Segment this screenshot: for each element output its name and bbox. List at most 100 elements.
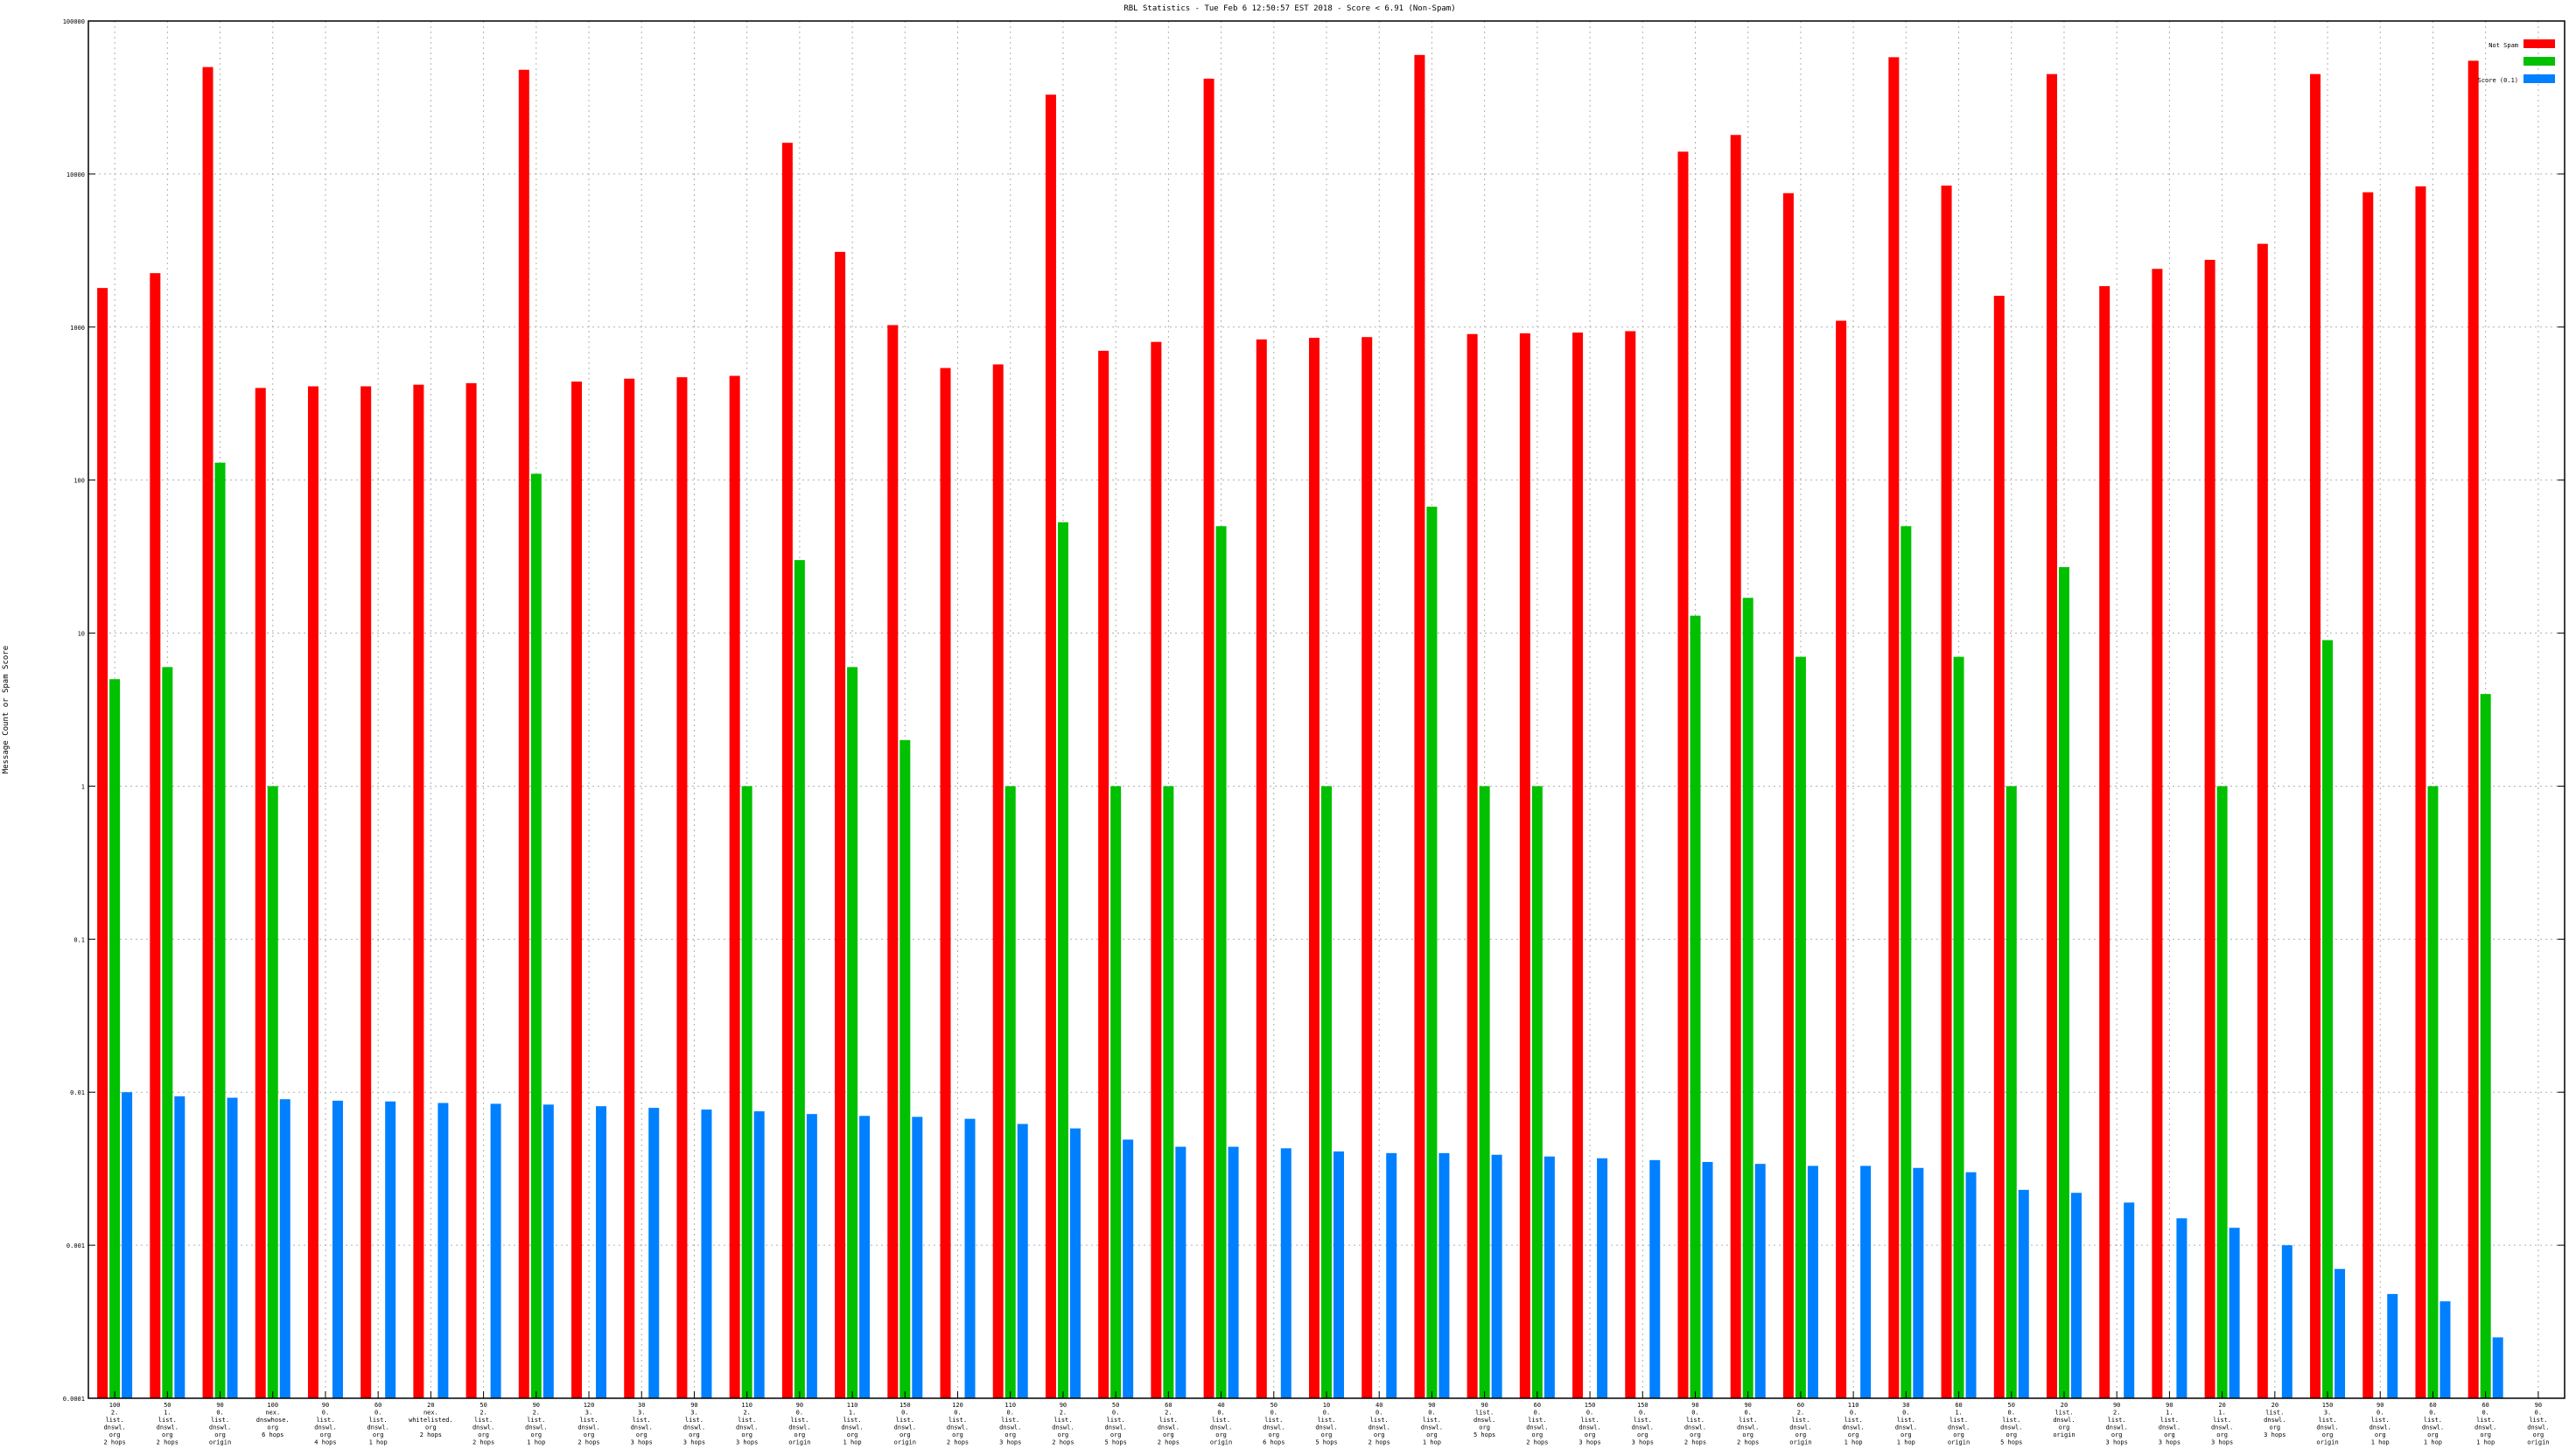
- x-tick-label: list.: [2476, 1417, 2495, 1424]
- bar-series-1: [1953, 656, 1964, 1398]
- bar-not-spam: [781, 143, 793, 1399]
- bar-not-spam: [992, 364, 1004, 1399]
- x-tick-label: 60: [1797, 1402, 1804, 1409]
- x-tick-label: dnswl.: [947, 1424, 969, 1432]
- bar-not-spam: [360, 386, 372, 1399]
- x-tick-label: org: [2216, 1432, 2228, 1438]
- x-tick-label: dnswl.: [631, 1424, 653, 1432]
- x-tick-label: list.: [211, 1417, 229, 1424]
- x-tick-label: origin: [894, 1439, 916, 1446]
- bar-not-spam: [1677, 151, 1689, 1398]
- x-tick-label: list.: [948, 1417, 967, 1424]
- x-tick-label: 90: [2376, 1402, 2384, 1409]
- bar-score-0-1: [753, 1111, 765, 1398]
- bar-not-spam: [2099, 286, 2110, 1399]
- bar-not-spam: [2468, 60, 2479, 1398]
- x-tick-label: org: [478, 1432, 489, 1438]
- x-tick-label: org: [1796, 1432, 1807, 1438]
- x-tick-label: list.: [1686, 1417, 1704, 1424]
- bar-score-0-1: [701, 1110, 712, 1398]
- bar-series-1: [1057, 522, 1068, 1398]
- x-tick-label: 2 hops: [472, 1439, 494, 1446]
- x-tick-label: 60: [374, 1402, 382, 1409]
- x-tick-label: list.: [790, 1417, 808, 1424]
- x-tick-label: dnswl.: [841, 1424, 863, 1432]
- x-tick-label: org: [1532, 1432, 1544, 1438]
- legend-swatch: [2524, 74, 2555, 83]
- bar-score-0-1: [2176, 1218, 2188, 1398]
- bar-not-spam: [1782, 192, 1794, 1399]
- x-tick-label: 5 hops: [1315, 1439, 1337, 1446]
- bar-series-1: [2427, 786, 2439, 1398]
- x-tick-label: 90: [690, 1402, 697, 1409]
- y-tick-label: 10000: [66, 172, 85, 178]
- x-tick-label: 2.: [743, 1410, 750, 1417]
- x-tick-label: 1 hop: [2424, 1439, 2442, 1446]
- x-tick-label: list.: [1264, 1417, 1283, 1424]
- x-tick-label: list.: [2213, 1417, 2231, 1424]
- x-tick-label: 1 hop: [844, 1439, 862, 1446]
- x-tick-label: 60: [2482, 1402, 2488, 1409]
- x-tick-label: 90: [1744, 1402, 1751, 1409]
- x-tick-label: 60: [2429, 1402, 2436, 1409]
- y-tick-label: 10: [78, 631, 85, 638]
- x-tick-label: org: [214, 1432, 226, 1438]
- x-tick-label: 0.: [2376, 1410, 2384, 1417]
- x-tick-label: org: [530, 1432, 542, 1438]
- bar-series-1: [530, 473, 542, 1399]
- bar-score-0-1: [2229, 1228, 2240, 1398]
- bar-score-0-1: [1649, 1159, 1661, 1398]
- x-tick-label: 5 hops: [1105, 1439, 1127, 1446]
- x-tick-label: list.: [2319, 1417, 2337, 1424]
- bar-series-1: [1426, 507, 1438, 1398]
- x-tick-label: dnswl.: [578, 1424, 599, 1432]
- x-tick-label: list.: [2371, 1417, 2390, 1424]
- x-tick-label: 90: [796, 1402, 803, 1409]
- x-tick-label: 3.: [2324, 1410, 2331, 1417]
- bar-not-spam: [1098, 350, 1110, 1398]
- bar-score-0-1: [2070, 1193, 2082, 1398]
- bar-score-0-1: [1597, 1158, 1608, 1398]
- x-tick-label: 0.: [954, 1410, 961, 1417]
- bar-series-1: [1110, 786, 1122, 1398]
- x-tick-label: 3 hops: [631, 1439, 653, 1446]
- x-tick-label: 3.: [690, 1410, 697, 1417]
- bar-not-spam: [1045, 94, 1056, 1399]
- x-tick-label: dnswl.: [1315, 1424, 1337, 1432]
- y-tick-label: 1: [81, 783, 85, 790]
- bar-score-0-1: [279, 1099, 290, 1398]
- bar-not-spam: [2204, 259, 2216, 1398]
- x-tick-label: org: [2427, 1432, 2439, 1438]
- x-tick-label: dnswl.: [1895, 1424, 1917, 1432]
- x-tick-label: 90: [216, 1402, 223, 1409]
- y-axis-label: Message Count or Spam Score: [2, 646, 10, 774]
- x-tick-label: dnswl.: [1789, 1424, 1811, 1432]
- bar-series-1: [2480, 694, 2491, 1398]
- x-tick-label: 20: [2061, 1402, 2068, 1409]
- bar-not-spam: [1203, 78, 1214, 1398]
- bar-score-0-1: [2281, 1245, 2292, 1398]
- x-tick-label: list.: [2160, 1417, 2179, 1424]
- x-tick-label: 1 hop: [2371, 1439, 2390, 1446]
- bar-series-1: [1742, 598, 1754, 1398]
- bar-score-0-1: [964, 1118, 976, 1398]
- x-tick-label: 0.: [1691, 1410, 1698, 1417]
- x-tick-label: org: [1058, 1432, 1069, 1438]
- x-tick-label: 3 hops: [736, 1439, 758, 1446]
- x-tick-label: origin: [1789, 1439, 1811, 1446]
- bar-series-1: [1004, 786, 1016, 1398]
- x-tick-label: dnswl.: [1526, 1424, 1548, 1432]
- x-tick-label: origin: [1948, 1439, 1970, 1446]
- chart-title: RBL Statistics - Tue Feb 6 12:50:57 EST …: [1124, 4, 1455, 13]
- bar-series-1: [2216, 786, 2228, 1398]
- x-tick-label: 0.: [1744, 1410, 1751, 1417]
- y-tick-label: 0.01: [70, 1089, 85, 1096]
- x-tick-label: dnswl.: [1052, 1424, 1074, 1432]
- x-tick-label: 90: [1060, 1402, 1067, 1409]
- bar-series-1: [1690, 615, 1701, 1398]
- bar-series-1: [1321, 786, 1332, 1398]
- legend-swatch: [2524, 39, 2555, 48]
- bar-score-0-1: [438, 1102, 449, 1398]
- bar-not-spam: [150, 273, 161, 1399]
